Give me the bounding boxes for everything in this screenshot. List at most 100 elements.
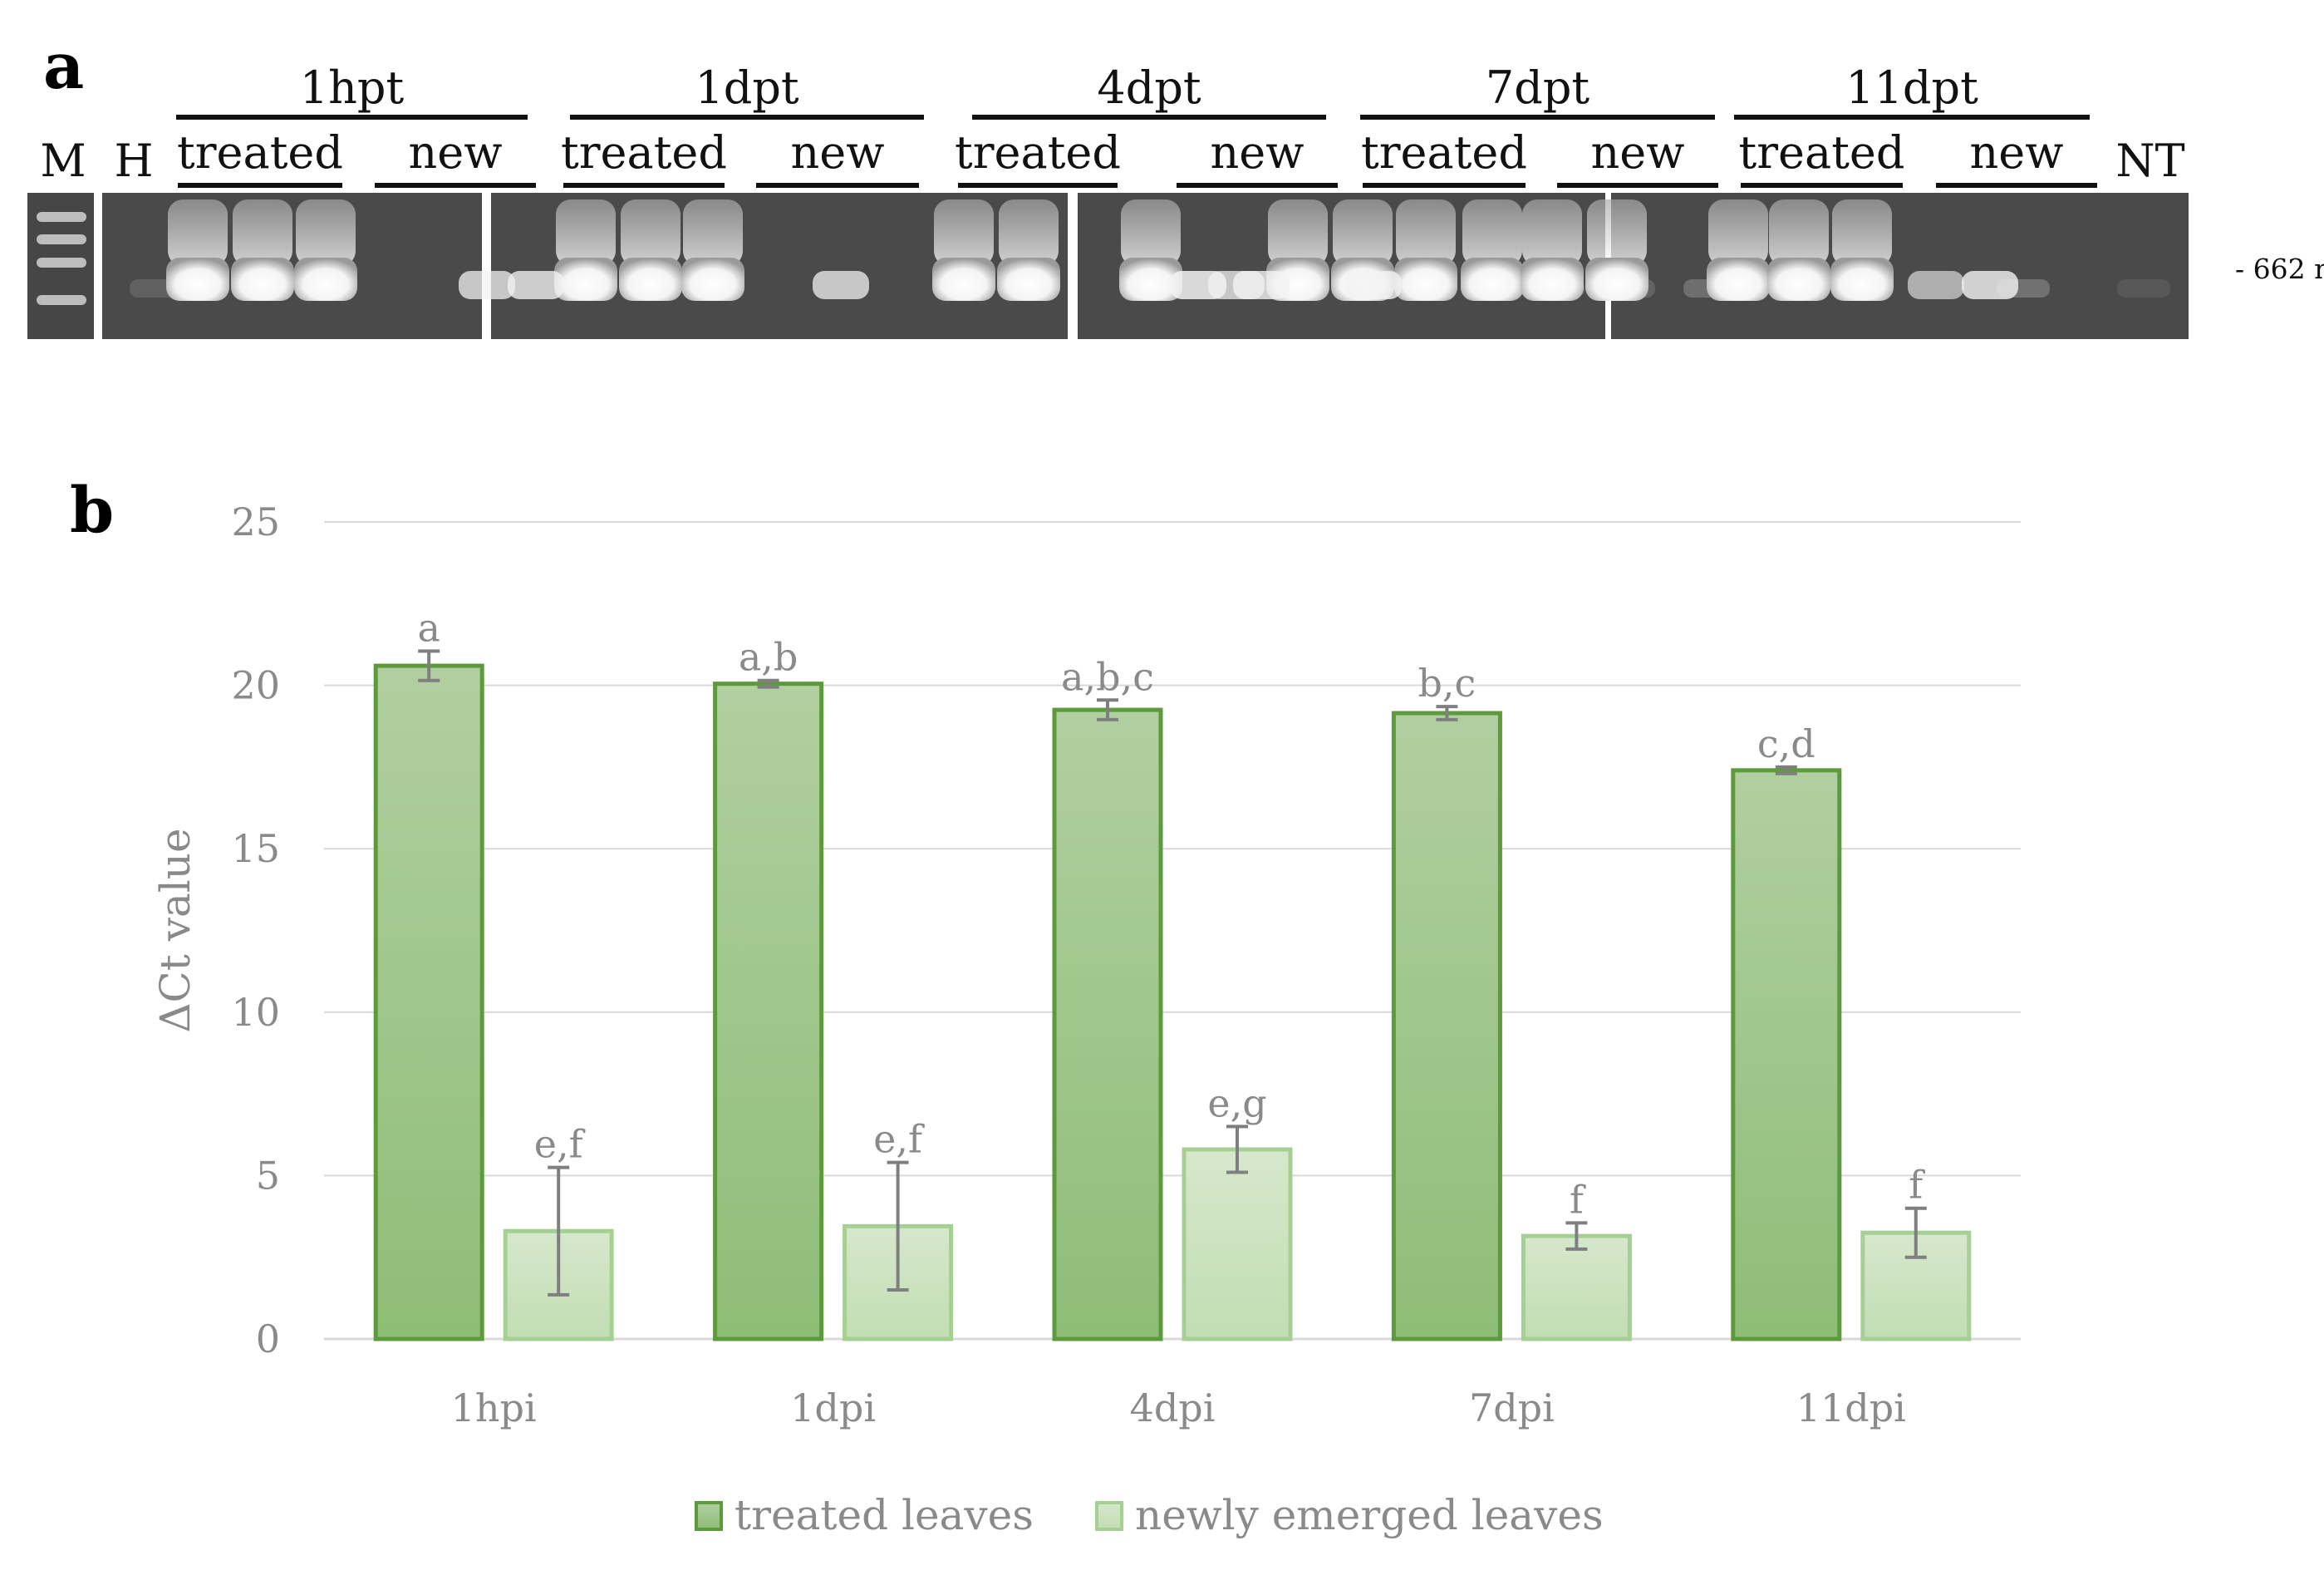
- bar-treated: [1391, 711, 1502, 1341]
- gel-segment: [1611, 193, 2189, 339]
- significance-label: f: [1909, 1163, 1925, 1208]
- marker-band: [37, 234, 86, 244]
- medium-band: [1233, 271, 1290, 299]
- strong-band: [1521, 258, 1584, 301]
- sample-label: treated: [1361, 126, 1527, 179]
- marker-band: [37, 212, 86, 222]
- legend-label: newly emerged leaves: [1135, 1491, 1604, 1539]
- bar-new: [1521, 1233, 1632, 1341]
- sample-label: treated: [561, 126, 727, 179]
- sample-label: treated: [177, 126, 343, 179]
- band-smear: [1708, 199, 1768, 266]
- strong-band: [1707, 258, 1770, 301]
- medium-band: [508, 271, 564, 299]
- band-smear: [233, 199, 292, 266]
- sample-label: new: [1211, 126, 1304, 179]
- strong-band: [294, 258, 357, 301]
- x-tick-label: 4dpi: [1130, 1386, 1216, 1430]
- bar-chart: 0 5 10 15 20 25 ΔCt value a e,f 1hpi a,b e,f 1dpi a,b…: [151, 500, 2021, 1539]
- significance-label: c,d: [1757, 721, 1815, 766]
- bar-treated: [713, 682, 824, 1341]
- strong-band: [1767, 258, 1830, 301]
- band-smear: [621, 199, 680, 266]
- panel-a-label: a: [43, 29, 84, 103]
- sample-label: new: [791, 126, 885, 179]
- sample-label: new: [1970, 126, 2064, 179]
- strong-band: [231, 258, 294, 301]
- band-smear: [1396, 199, 1456, 266]
- medium-band: [1345, 271, 1402, 299]
- y-tick-label: 0: [256, 1317, 280, 1361]
- legend-swatch: [695, 1501, 723, 1531]
- y-axis-label: ΔCt value: [151, 828, 199, 1032]
- y-tick-label: 10: [231, 990, 280, 1035]
- legend-swatch: [1095, 1501, 1123, 1531]
- medium-band: [459, 271, 515, 299]
- significance-label: e,f: [873, 1117, 925, 1162]
- band-size-label: - 662 nt: [2235, 253, 2324, 285]
- band-smear: [556, 199, 616, 266]
- medium-band: [1962, 271, 2018, 299]
- band-smear: [1462, 199, 1522, 266]
- timepoint-label: 1dpt: [695, 62, 798, 114]
- sample-label: treated: [1739, 126, 1905, 179]
- timepoint-label: 1hpt: [300, 62, 405, 114]
- marker-band: [37, 258, 86, 268]
- strong-band: [1119, 258, 1182, 301]
- medium-band: [813, 271, 869, 299]
- timepoint-label: 11dpt: [1845, 62, 1978, 114]
- timepoint-label: 7dpt: [1486, 62, 1589, 114]
- significance-label: e,g: [1207, 1080, 1266, 1125]
- significance-label: a,b: [739, 635, 798, 680]
- strong-band: [1461, 258, 1524, 301]
- band-smear: [1121, 199, 1181, 266]
- strong-band: [166, 258, 229, 301]
- band-smear: [296, 199, 356, 266]
- significance-label: a,b,c: [1061, 654, 1154, 699]
- band-smear: [1769, 199, 1829, 266]
- band-smear: [1832, 199, 1892, 266]
- significance-label: e,f: [534, 1122, 586, 1167]
- y-tick-label: 15: [231, 826, 280, 871]
- y-tick-label: 25: [231, 500, 280, 544]
- band-smear: [1268, 199, 1328, 266]
- y-tick-label: 20: [231, 663, 280, 708]
- band-smear: [999, 199, 1059, 266]
- strong-band: [681, 258, 744, 301]
- bar-new: [1182, 1147, 1293, 1341]
- strong-band: [619, 258, 682, 301]
- x-tick-label: 11dpi: [1796, 1386, 1906, 1430]
- sample-label: new: [409, 126, 503, 179]
- significance-label: a: [417, 605, 440, 650]
- faint-band: [2117, 279, 2170, 298]
- band-smear: [1522, 199, 1582, 266]
- strong-band: [1585, 258, 1648, 301]
- strong-band: [932, 258, 995, 301]
- significance-label: b,c: [1417, 661, 1476, 706]
- strong-band: [1394, 258, 1457, 301]
- no-template-label: NT: [2115, 135, 2184, 187]
- strong-band: [554, 258, 617, 301]
- panel-b-label: b: [70, 473, 114, 547]
- bar-treated: [373, 663, 484, 1341]
- y-tick-label: 5: [256, 1153, 280, 1198]
- band-smear: [683, 199, 743, 266]
- x-tick-label: 7dpi: [1469, 1386, 1555, 1430]
- marker-label: M: [40, 135, 86, 187]
- sample-label: treated: [955, 126, 1121, 179]
- strong-band: [1830, 258, 1894, 301]
- band-smear: [934, 199, 994, 266]
- bar-treated: [1731, 768, 1842, 1341]
- bar-treated: [1052, 707, 1163, 1341]
- x-tick-label: 1hpi: [451, 1386, 537, 1430]
- band-smear: [1587, 199, 1647, 266]
- medium-band: [1908, 271, 1964, 299]
- x-tick-label: 1dpi: [790, 1386, 876, 1430]
- strong-band: [997, 258, 1060, 301]
- band-smear: [168, 199, 228, 266]
- healthy-label: H: [114, 135, 153, 187]
- timepoint-label: 4dpt: [1097, 62, 1201, 114]
- gel-image: [27, 193, 2189, 339]
